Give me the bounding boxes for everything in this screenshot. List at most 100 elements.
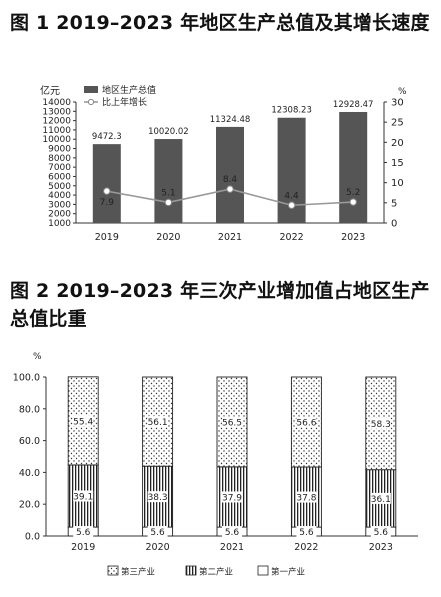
legend-line-marker xyxy=(87,98,95,106)
segment-label: 5.6 xyxy=(299,528,314,538)
left-tick-label: 5000 xyxy=(48,182,71,192)
segment-label: 5.6 xyxy=(374,528,389,538)
legend-swatch xyxy=(185,565,197,576)
x-tick-label: 2021 xyxy=(218,232,242,243)
left-tick-label: 10000 xyxy=(42,135,71,145)
growth-label: 4.4 xyxy=(284,191,299,201)
chart2-title: 图 2 2019–2023 年三次产业增加值占地区生产总值比重 xyxy=(10,280,430,330)
gdp-bar xyxy=(339,111,368,223)
segment-label-bg xyxy=(222,416,242,428)
chart1-title: 图 1 2019–2023 年地区生产总值及其增长速度 xyxy=(10,12,430,34)
segment-label: 38.3 xyxy=(148,493,168,503)
segment-label-bg xyxy=(73,526,94,538)
segment-label: 39.1 xyxy=(73,493,93,503)
segment-label-bg xyxy=(147,416,168,428)
segment-label: 37.8 xyxy=(296,494,316,504)
left-tick-label: 12000 xyxy=(42,117,71,127)
legend-line-label: 比上年增长 xyxy=(102,96,147,108)
segment-label-bg xyxy=(73,415,94,427)
gdp-bar xyxy=(154,139,183,223)
segment-label: 36.1 xyxy=(371,495,391,505)
segment-label: 55.4 xyxy=(73,417,93,427)
growth-point xyxy=(349,198,357,206)
left-tick-label: 13000 xyxy=(42,107,71,117)
segment-label-bg xyxy=(222,526,242,538)
left-tick-label: 4000 xyxy=(48,191,71,201)
growth-label: 5.2 xyxy=(346,188,360,198)
segment-label-bg xyxy=(147,526,168,538)
legend-label: 第三产业 xyxy=(121,567,155,578)
structure-chart: 0.0 20.0 40.0 60.0 80.0 100.0% 2019 2020 2021 202… xyxy=(13,352,418,578)
x-tick-label: 2023 xyxy=(341,232,365,243)
x-tick-label: 2023 xyxy=(369,542,393,553)
gdp-bar-label: 11324.48 xyxy=(210,115,251,125)
segment-label-bg xyxy=(296,491,317,503)
segment-label-bg xyxy=(222,491,242,503)
left-axis-unit: 亿元 xyxy=(40,84,60,97)
x-tick-label: 2022 xyxy=(280,232,304,243)
segment-label: 5.6 xyxy=(150,528,165,538)
segment-label-bg xyxy=(147,491,168,503)
x-tick-label: 2022 xyxy=(294,542,318,553)
gdp-bar-label: 10020.02 xyxy=(148,127,189,137)
legend-swatch xyxy=(257,565,269,576)
gdp-bar xyxy=(92,144,121,223)
y-tick-label: 20.0 xyxy=(19,500,40,511)
growth-point xyxy=(103,187,111,195)
right-tick-label: 25 xyxy=(391,118,404,129)
x-tick-label: 2019 xyxy=(95,232,119,243)
growth-point xyxy=(164,198,173,207)
right-tick-label: 20 xyxy=(391,138,404,149)
right-tick-label: 15 xyxy=(391,158,404,169)
growth-point xyxy=(287,201,296,209)
x-tick-label: 2019 xyxy=(71,542,95,553)
segment-label-bg xyxy=(296,416,317,428)
gdp-chart: 1000200030004000500060007000800090001000… xyxy=(40,84,407,243)
legend-bar-swatch xyxy=(84,86,98,93)
segment-label: 56.5 xyxy=(222,418,242,428)
gdp-bar-label: 9472.3 xyxy=(92,132,122,142)
right-tick-label: 30 xyxy=(391,98,404,109)
gdp-bar-label: 12308.23 xyxy=(271,106,312,116)
left-tick-label: 9000 xyxy=(48,145,71,155)
y-tick-label: 100.0 xyxy=(13,373,40,384)
left-tick-label: 2000 xyxy=(48,210,71,220)
growth-label: 8.4 xyxy=(223,175,238,185)
x-tick-label: 2020 xyxy=(156,232,180,243)
segment-label: 56.1 xyxy=(148,418,168,428)
segment-label-bg xyxy=(73,490,94,502)
legend-label: 第一产业 xyxy=(271,567,305,578)
legend-swatch xyxy=(107,565,119,576)
segment-label: 5.6 xyxy=(225,528,240,538)
left-tick-label: 11000 xyxy=(42,126,71,136)
segment-label: 56.6 xyxy=(296,418,316,428)
legend-label: 第二产业 xyxy=(199,567,233,578)
x-tick-label: 2020 xyxy=(146,542,170,553)
right-tick-label: 0 xyxy=(391,219,397,230)
right-tick-label: 5 xyxy=(391,198,397,209)
right-axis-unit: % xyxy=(398,87,407,97)
y-tick-label: 0.0 xyxy=(25,532,40,543)
segment-label: 58.3 xyxy=(371,420,391,430)
left-tick-label: 14000 xyxy=(42,98,71,108)
segment-label: 5.6 xyxy=(76,528,91,538)
growth-label: 5.1 xyxy=(161,188,175,198)
legend-bar-label: 地区生产总值 xyxy=(102,84,156,96)
y-tick-label: 40.0 xyxy=(19,468,40,479)
y-tick-label: 80.0 xyxy=(19,404,40,415)
left-tick-label: 3000 xyxy=(48,200,71,210)
y-axis-unit: % xyxy=(33,352,42,362)
segment-label-bg xyxy=(370,417,391,429)
left-tick-label: 7000 xyxy=(48,163,71,173)
left-tick-label: 6000 xyxy=(48,172,71,182)
gdp-bar-label: 12928.47 xyxy=(333,100,374,110)
right-tick-label: 10 xyxy=(391,178,404,189)
segment-label-bg xyxy=(370,526,391,538)
left-tick-label: 8000 xyxy=(48,154,71,164)
growth-label: 7.9 xyxy=(100,198,115,208)
segment-label: 37.9 xyxy=(222,493,242,503)
y-tick-label: 60.0 xyxy=(19,436,40,447)
growth-point xyxy=(226,185,234,193)
left-tick-label: 1000 xyxy=(48,219,71,229)
gdp-bar xyxy=(216,126,244,223)
